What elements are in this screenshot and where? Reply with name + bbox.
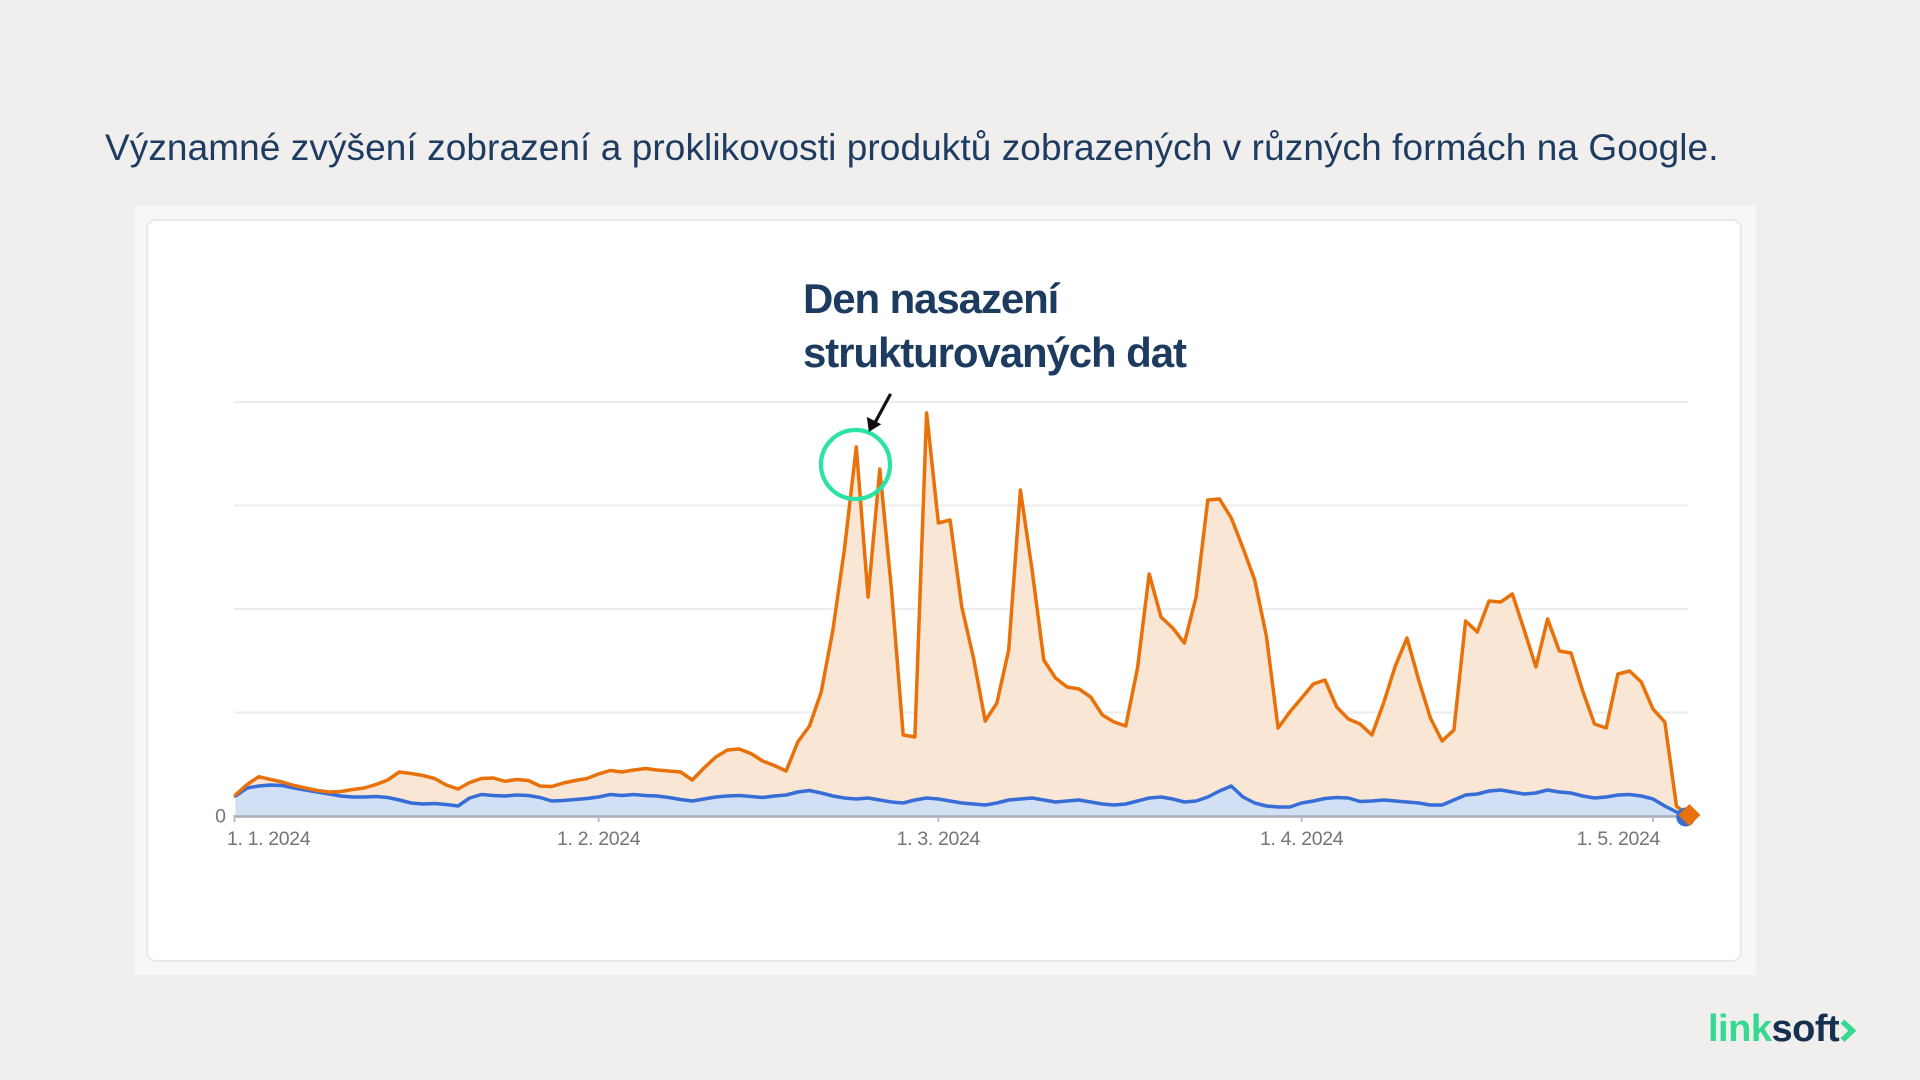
svg-text:1. 3. 2024: 1. 3. 2024 (897, 828, 981, 850)
svg-text:1. 4. 2024: 1. 4. 2024 (1260, 828, 1344, 850)
svg-text:1. 5. 2024: 1. 5. 2024 (1577, 828, 1661, 850)
svg-text:0: 0 (215, 806, 226, 828)
svg-text:1. 1. 2024: 1. 1. 2024 (227, 828, 311, 850)
svg-text:1. 2. 2024: 1. 2. 2024 (557, 828, 641, 850)
